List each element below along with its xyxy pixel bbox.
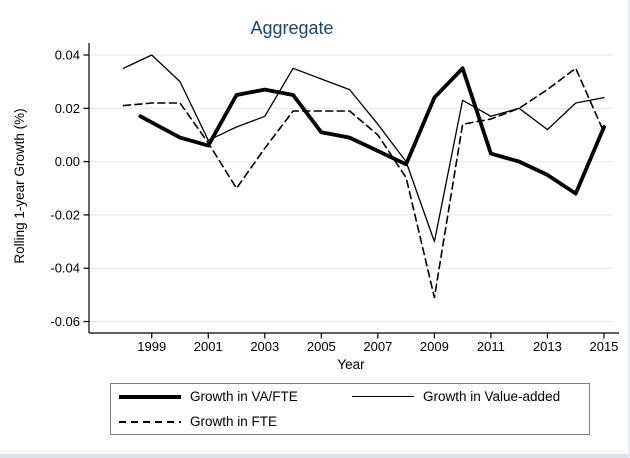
window-bottom-edge [0,454,630,458]
legend-label: Growth in VA/FTE [190,389,298,404]
legend-row: Growth in FTE [111,409,589,434]
x-axis-label: Year [337,357,365,372]
y-tick-label: -0.06 [50,314,80,329]
window-right-edge [628,0,630,458]
x-tick-label: 2001 [194,339,223,354]
y-tick-label: -0.04 [50,261,80,276]
legend: Growth in VA/FTE Growth in Value-added G… [110,383,590,435]
series-line-thick-solid [138,66,606,196]
y-axis-label: Rolling 1-year Growth (%) [12,108,27,263]
thin-solid-line-swatch-icon [352,395,414,398]
legend-item-value-added: Growth in Value-added [352,389,577,404]
series-line-dashed [122,67,605,299]
x-tick-label: 2007 [363,339,392,354]
thick-solid-line-swatch-icon [119,394,181,399]
chart-title: Aggregate [250,18,333,38]
dashed-line-swatch-icon [119,420,181,423]
x-tick-label: 2003 [250,339,279,354]
y-tick-label: 0.02 [55,101,80,116]
legend-item-fte: Growth in FTE [119,414,344,429]
x-tick-label: 2015 [589,339,618,354]
chart-generated-layer: 0.04 0.02 0.00 -0.02 -0.04 -0.06 1999 2001 2003 2… [50,43,619,354]
legend-row: Growth in VA/FTE Growth in Value-added [111,384,589,409]
x-tick-label: 1999 [137,339,166,354]
chart-svg: 0.04 0.02 0.00 -0.02 -0.04 -0.06 1999 2001 2003 2… [12,18,619,372]
x-tick-label: 2009 [420,339,449,354]
y-tick-label: 0.00 [55,154,80,169]
legend-label: Growth in Value-added [423,389,561,404]
x-tick-label: 2011 [477,339,505,354]
y-tick-label: 0.04 [55,47,80,62]
legend-label: Growth in FTE [190,414,278,429]
legend-item-va-fte: Growth in VA/FTE [119,389,344,404]
x-tick-label: 2005 [307,339,336,354]
x-tick-label: 2013 [533,339,562,354]
y-tick-label: -0.02 [50,207,80,222]
series-line-thin-solid [122,54,605,243]
